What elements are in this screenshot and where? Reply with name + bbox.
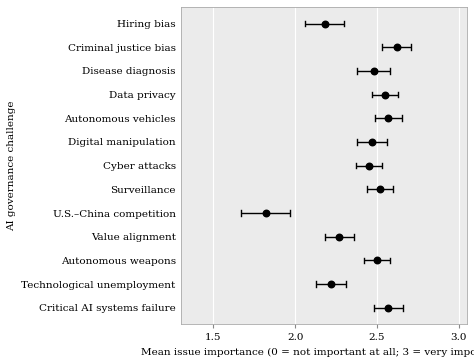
Point <box>321 21 328 27</box>
Point <box>382 92 389 98</box>
X-axis label: Mean issue importance (0 = not important at all; 3 = very important): Mean issue importance (0 = not important… <box>141 348 474 357</box>
Point <box>376 186 384 192</box>
Point <box>365 163 373 169</box>
Point <box>262 210 270 216</box>
Point <box>370 68 378 74</box>
Point <box>373 257 381 263</box>
Point <box>393 44 401 50</box>
Point <box>336 234 343 240</box>
Point <box>368 139 376 145</box>
Point <box>328 281 335 287</box>
Point <box>385 305 392 311</box>
Point <box>385 115 392 121</box>
Y-axis label: AI governance challenge: AI governance challenge <box>7 100 16 231</box>
